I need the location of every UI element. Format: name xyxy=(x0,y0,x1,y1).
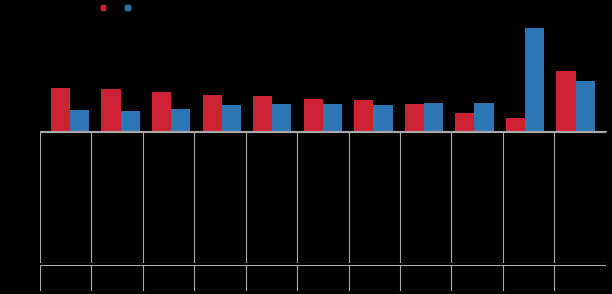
Bar xyxy=(51,88,70,131)
Bar xyxy=(474,103,494,131)
Bar xyxy=(405,104,424,131)
Bar xyxy=(506,118,525,131)
Legend:  ,  : , xyxy=(100,4,135,13)
Bar xyxy=(171,109,190,131)
Bar xyxy=(272,104,291,131)
Bar xyxy=(575,81,595,131)
Bar xyxy=(455,113,474,131)
Bar xyxy=(354,100,373,131)
Bar xyxy=(373,105,392,131)
Bar xyxy=(222,105,241,131)
Bar xyxy=(304,99,323,131)
Bar xyxy=(203,96,222,131)
Bar xyxy=(556,71,575,131)
Bar xyxy=(424,103,443,131)
Bar xyxy=(102,89,121,131)
Bar xyxy=(152,92,171,131)
Bar xyxy=(253,96,272,131)
Bar xyxy=(525,28,544,131)
Bar xyxy=(323,104,342,131)
Bar xyxy=(70,110,89,131)
Bar xyxy=(121,111,140,131)
